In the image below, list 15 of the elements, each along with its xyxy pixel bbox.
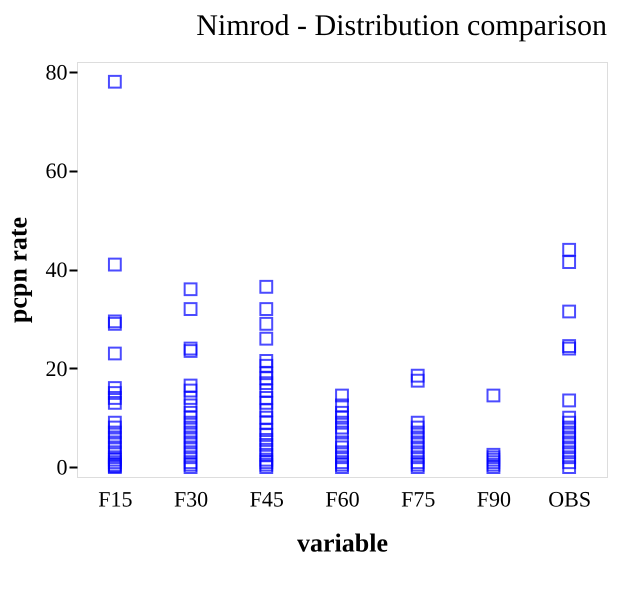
y-tick-label: 0 [56,454,68,480]
x-tick-label: OBS [548,486,592,512]
chart-title: Nimrod - Distribution comparison [196,8,607,42]
x-tick-label: F60 [325,486,360,512]
x-tick-label: F30 [174,486,208,512]
y-tick-label: 80 [46,59,68,84]
x-tick-label: F90 [476,486,512,512]
x-tick-label: F45 [250,486,284,512]
y-tick-label: 40 [46,257,68,282]
x-axis-title: variable [297,528,388,558]
x-tick-label: F75 [401,486,436,512]
y-tick-label: 60 [46,158,68,184]
y-axis-title: pcpn rate [4,216,32,324]
x-tick-label: F15 [98,486,132,512]
y-tick-label: 20 [46,356,68,381]
